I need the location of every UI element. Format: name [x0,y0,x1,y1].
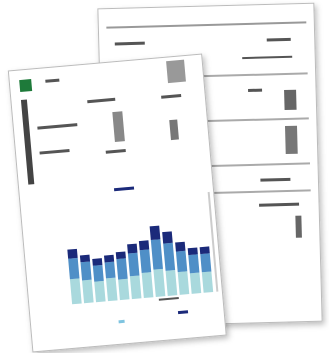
bar-segment [139,249,152,273]
front-page [7,53,227,353]
bar-segment [68,257,80,280]
bar-segment [118,278,130,301]
bar-segment [177,271,190,295]
bar-segment [150,239,163,270]
bar-segment [127,252,140,277]
bar-segment [69,278,82,305]
bar-segment [116,258,128,280]
bar-segment [175,250,188,273]
bar-segment [149,225,161,241]
bar-segment [201,271,214,293]
bar-segment [188,254,200,274]
bar-segment [79,254,91,263]
bar-segment [153,268,166,297]
bar-segment [200,253,212,273]
bar-segment [175,241,186,252]
bar-segment [103,254,115,263]
bar-segment [105,277,118,302]
bar-segment [82,279,94,304]
bar-segment [187,247,198,256]
bar-segment [67,248,78,259]
bar-segment [94,280,106,303]
bar-segment [163,242,176,271]
bar-segment [138,240,150,251]
bar-segment [141,272,154,299]
bar-segment [199,246,210,255]
bar-segment [104,261,116,279]
bar-segment [92,264,104,282]
bar-segment [92,258,103,266]
bar-segment [80,261,92,281]
bar-segment [162,231,173,244]
bar-segment [127,243,138,254]
bar-segment [189,272,202,294]
bar-segment [129,275,142,300]
bar-segment [115,251,126,260]
bar-segment [165,270,178,296]
